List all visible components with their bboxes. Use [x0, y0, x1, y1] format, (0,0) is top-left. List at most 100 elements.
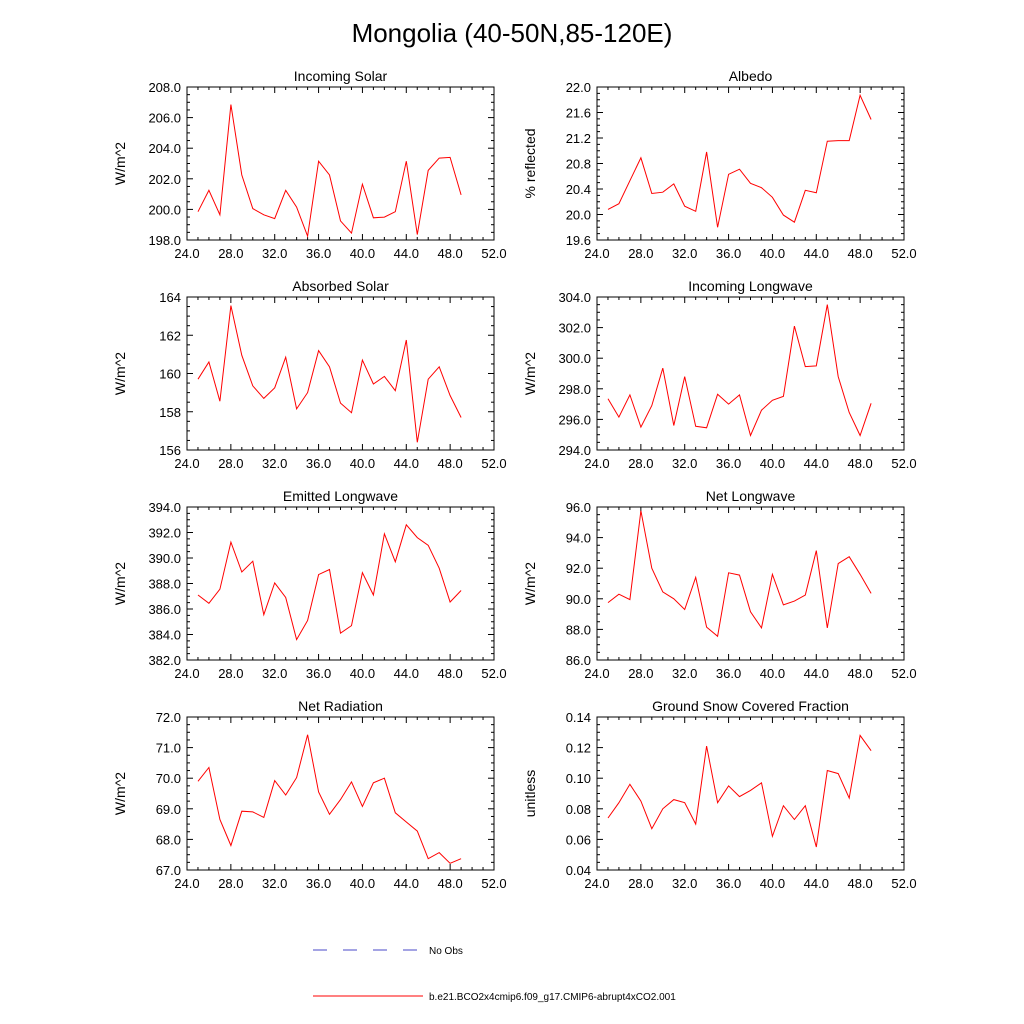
x-tick-label: 52.0	[891, 246, 916, 261]
x-tick-label: 48.0	[437, 666, 462, 681]
y-tick-label: 0.12	[566, 741, 591, 756]
y-tick-label: 0.04	[566, 863, 591, 878]
x-tick-label: 24.0	[174, 666, 199, 681]
x-tick-label: 48.0	[847, 246, 872, 261]
x-tick-label: 28.0	[218, 666, 243, 681]
panel-title: Absorbed Solar	[292, 278, 389, 294]
y-tick-label: 156	[159, 443, 181, 458]
series-line	[197, 734, 462, 864]
y-tick-label: 296.0	[558, 412, 591, 427]
panel-6: Net Radiation W/m^2 24.0 28.0 32.0 36.0 40.0 44…	[112, 698, 507, 891]
panel-1: Albedo % reflected 24.0 28.0 32.0 36.0 40.0 44.…	[522, 68, 917, 261]
series-line	[197, 305, 462, 443]
legend-label-0: No Obs	[429, 946, 463, 957]
series-line	[607, 93, 872, 228]
x-tick-label: 44.0	[804, 666, 829, 681]
panel-7: Ground Snow Covered Fraction unitless 24.0…	[522, 698, 917, 891]
panel-title: Emitted Longwave	[283, 488, 398, 504]
panel-title: Incoming Longwave	[688, 278, 813, 294]
y-tick-label: 394.0	[148, 500, 181, 515]
plot-frame	[186, 86, 495, 241]
legend-label-1: b.e21.BCO2x4cmip6.f09_g17.CMIP6-abrupt4x…	[429, 992, 676, 1003]
x-tick-label: 52.0	[891, 876, 916, 891]
x-tick-label: 36.0	[306, 876, 331, 891]
y-axis-label: W/m^2	[112, 352, 128, 395]
y-tick-label: 208.0	[148, 80, 181, 95]
y-axis-label: W/m^2	[112, 562, 128, 605]
plot-frame	[186, 506, 495, 661]
y-tick-label: 164	[159, 290, 181, 305]
x-tick-label: 52.0	[891, 456, 916, 471]
y-tick-label: 388.0	[148, 577, 181, 592]
y-tick-label: 162	[159, 328, 181, 343]
y-axis-label: W/m^2	[112, 772, 128, 815]
y-tick-label: 382.0	[148, 653, 181, 668]
y-tick-label: 0.08	[566, 802, 591, 817]
plot-frame	[186, 296, 495, 451]
x-tick-label: 40.0	[760, 456, 785, 471]
x-tick-label: 48.0	[847, 666, 872, 681]
x-tick-label: 32.0	[262, 246, 287, 261]
y-tick-label: 21.2	[566, 131, 591, 146]
x-tick-label: 40.0	[350, 456, 375, 471]
x-tick-label: 36.0	[716, 246, 741, 261]
x-tick-label: 44.0	[804, 456, 829, 471]
y-tick-label: 0.06	[566, 832, 591, 847]
x-tick-label: 28.0	[218, 456, 243, 471]
y-tick-label: 390.0	[148, 551, 181, 566]
legend: No Obs b.e21.BCO2x4cmip6.f09_g17.CMIP6-ab…	[313, 946, 676, 1003]
y-tick-label: 384.0	[148, 628, 181, 643]
y-tick-label: 90.0	[566, 592, 591, 607]
series-line	[607, 734, 872, 848]
x-tick-label: 28.0	[628, 876, 653, 891]
y-tick-label: 200.0	[148, 202, 181, 217]
y-axis-label: W/m^2	[522, 562, 538, 605]
y-axis-label: W/m^2	[112, 142, 128, 185]
y-tick-label: 206.0	[148, 111, 181, 126]
y-tick-label: 71.0	[156, 741, 181, 756]
y-tick-label: 0.10	[566, 771, 591, 786]
series-line	[197, 523, 462, 641]
x-tick-label: 36.0	[306, 666, 331, 681]
x-tick-label: 40.0	[350, 876, 375, 891]
x-tick-label: 32.0	[262, 456, 287, 471]
y-tick-label: 304.0	[558, 290, 591, 305]
plot-frame	[596, 716, 905, 871]
y-tick-label: 88.0	[566, 622, 591, 637]
x-tick-label: 24.0	[174, 876, 199, 891]
x-tick-label: 52.0	[481, 666, 506, 681]
panel-title: Net Radiation	[298, 698, 383, 714]
x-tick-label: 36.0	[716, 666, 741, 681]
panel-5: Net Longwave W/m^2 24.0 28.0 32.0 36.0 40.0 44.…	[522, 488, 917, 681]
y-tick-label: 20.0	[566, 208, 591, 223]
y-tick-label: 69.0	[156, 802, 181, 817]
x-tick-label: 28.0	[218, 876, 243, 891]
panel-0: Incoming Solar W/m^2 24.0 28.0 32.0 36.0 40.0 4…	[112, 68, 507, 261]
y-axis-label: % reflected	[522, 128, 538, 198]
x-tick-label: 40.0	[760, 876, 785, 891]
y-axis-label: unitless	[522, 770, 538, 817]
series-line	[607, 304, 872, 438]
panel-4: Emitted Longwave W/m^2 24.0 28.0 32.0 36.0 40.…	[112, 488, 507, 681]
x-tick-label: 24.0	[584, 876, 609, 891]
plot-frame	[186, 716, 495, 871]
x-tick-label: 44.0	[394, 876, 419, 891]
plot-frame	[596, 296, 905, 451]
x-tick-label: 28.0	[628, 456, 653, 471]
y-tick-label: 96.0	[566, 500, 591, 515]
x-tick-label: 36.0	[306, 246, 331, 261]
y-tick-label: 86.0	[566, 653, 591, 668]
x-tick-label: 44.0	[394, 666, 419, 681]
y-tick-label: 67.0	[156, 863, 181, 878]
x-tick-label: 52.0	[891, 666, 916, 681]
panel-title: Ground Snow Covered Fraction	[652, 698, 849, 714]
y-tick-label: 202.0	[148, 172, 181, 187]
x-tick-label: 32.0	[262, 876, 287, 891]
y-tick-label: 70.0	[156, 771, 181, 786]
panel-title: Albedo	[729, 68, 773, 84]
x-tick-label: 32.0	[672, 666, 697, 681]
x-tick-label: 28.0	[628, 246, 653, 261]
x-tick-label: 40.0	[760, 246, 785, 261]
x-tick-label: 32.0	[262, 666, 287, 681]
